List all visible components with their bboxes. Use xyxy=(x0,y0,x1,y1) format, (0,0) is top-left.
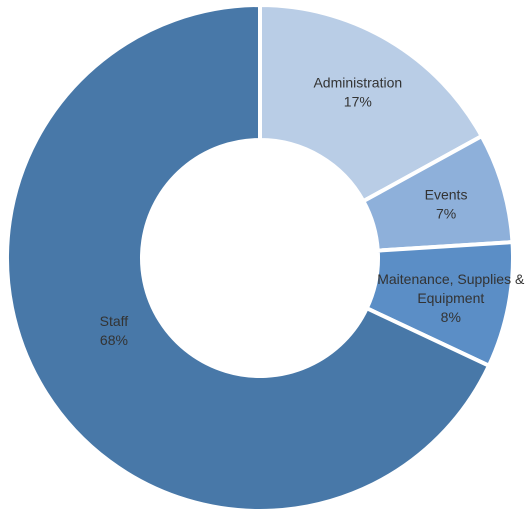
slice-name-label: Equipment xyxy=(417,290,484,306)
slice-value-label: 8% xyxy=(441,309,461,325)
slice-label-administration: Administration 17% xyxy=(313,74,402,109)
slice-label-events: Events 7% xyxy=(425,187,468,222)
slice-value-label: 68% xyxy=(100,332,128,348)
slice-value-label: 7% xyxy=(436,206,456,222)
slice-name-label: Events xyxy=(425,187,468,203)
chart-labels: Administration 17% Events 7% Maitenance, Sup… xyxy=(100,74,525,348)
slice-name-label: Staff xyxy=(100,313,129,329)
slice-label-staff: Staff 68% xyxy=(100,313,129,348)
slice-name-label: Administration xyxy=(313,74,402,90)
slice-administration xyxy=(258,2,485,204)
slice-value-label: 17% xyxy=(344,93,372,109)
slice-staff xyxy=(5,2,492,512)
slice-label-maitenance-supplies-equipment: Maitenance, Supplies & Equipment 8% xyxy=(377,271,525,325)
slice-name-label: Maitenance, Supplies & xyxy=(377,271,525,287)
chart-slices xyxy=(5,2,515,512)
